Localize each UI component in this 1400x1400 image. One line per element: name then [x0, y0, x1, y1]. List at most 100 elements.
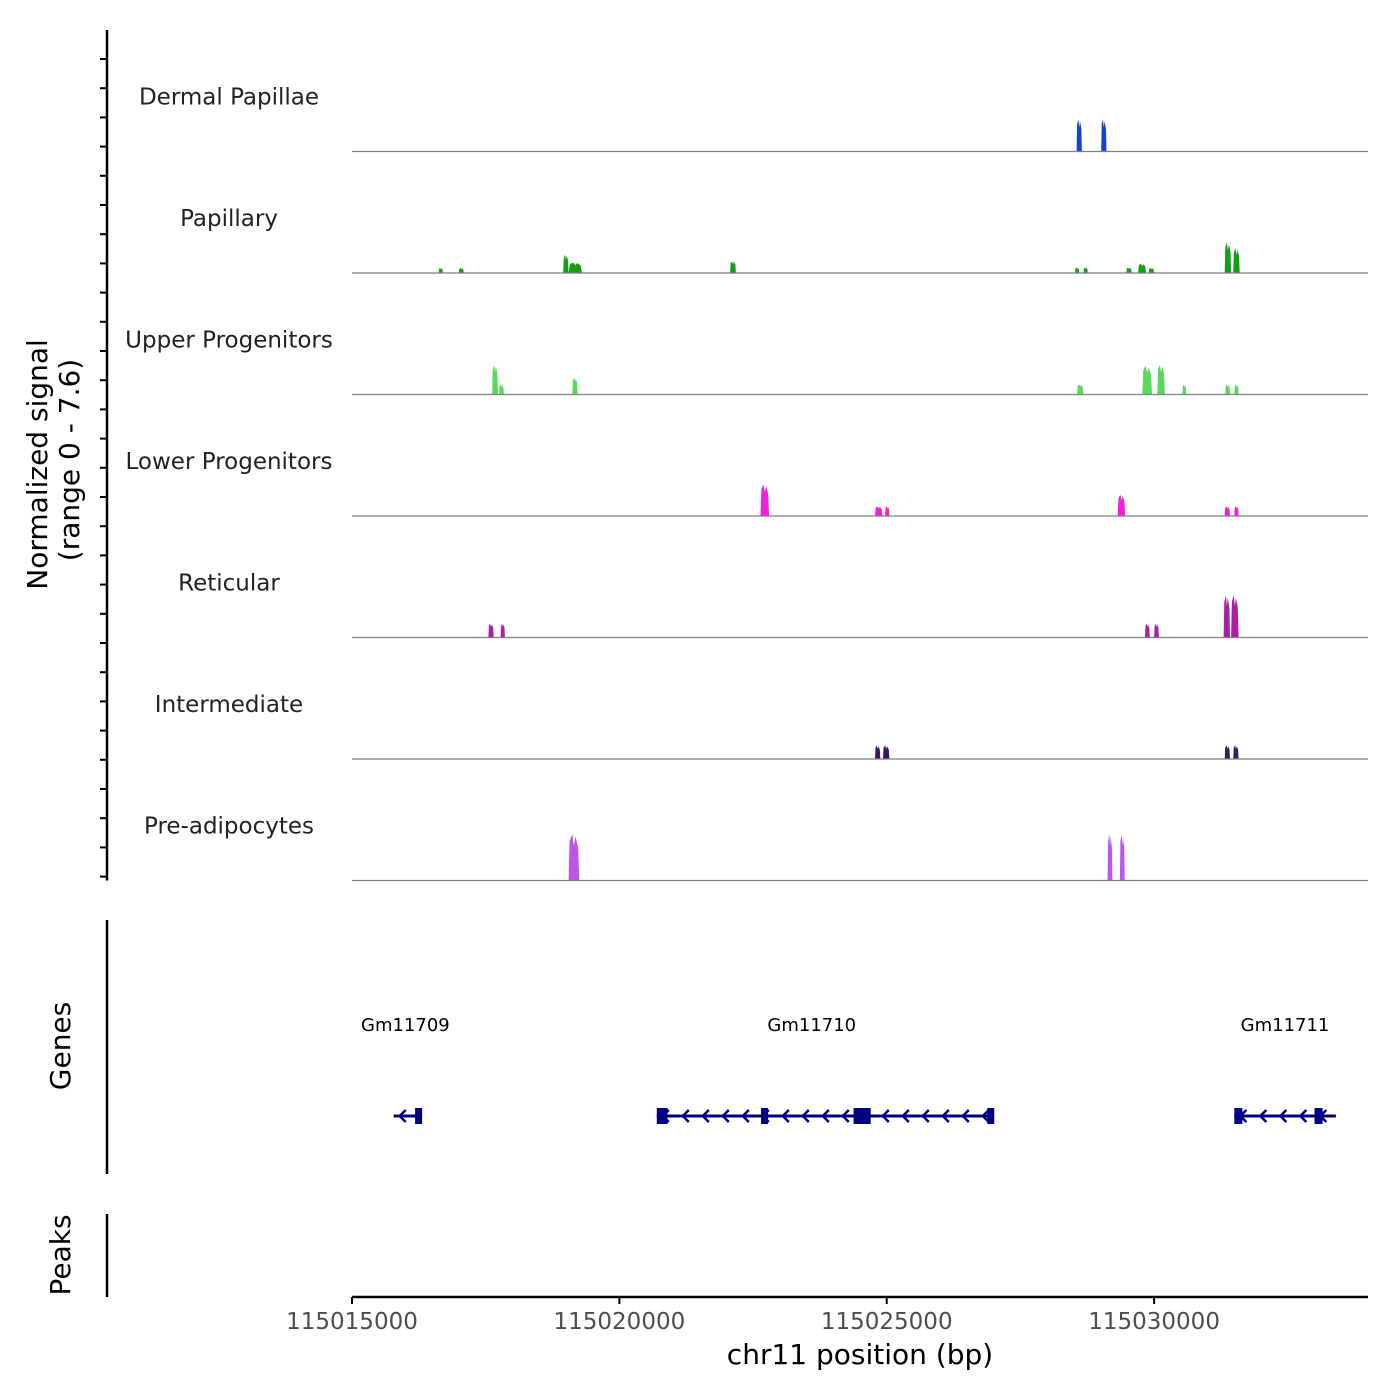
x-axis-title: chr11 position (bp): [727, 1338, 993, 1371]
coverage-peak: [500, 623, 505, 638]
coverage-track: Intermediate: [155, 692, 1368, 760]
strand-arrow: [821, 1109, 830, 1123]
strand-arrow: [1258, 1109, 1268, 1123]
coverage-peak: [1231, 595, 1239, 638]
gene-label: Gm11709: [361, 1015, 450, 1036]
coverage-peak: [875, 745, 881, 759]
coverage-track: Papillary: [180, 206, 1368, 274]
coverage-peak: [492, 365, 498, 395]
x-tick-label: 115025000: [821, 1309, 953, 1335]
strand-arrow: [701, 1109, 710, 1123]
strand-arrow: [961, 1109, 970, 1123]
coverage-peak: [1224, 745, 1230, 759]
x-tick-label: 115015000: [286, 1309, 418, 1335]
track-label: Pre-adipocytes: [144, 814, 314, 840]
coverage-y-title-line2: (range 0 - 7.6): [53, 359, 86, 561]
gene-annotations: Gm11709 Gm11710 Gm11711: [361, 1015, 1336, 1124]
coverage-peak: [1233, 248, 1240, 273]
coverage-peak: [730, 261, 736, 273]
peaks-y-title: Peaks: [44, 1214, 77, 1295]
strand-arrow: [1298, 1109, 1308, 1123]
strand-arrow: [921, 1109, 930, 1123]
gene-label: Gm11710: [767, 1015, 856, 1036]
coverage-y-axis: [100, 30, 109, 881]
gene-exon: [656, 1108, 668, 1124]
gene-exon: [761, 1108, 769, 1124]
coverage-track: Reticular: [178, 571, 1368, 639]
coverage-peak: [488, 623, 494, 638]
coverage-peak: [1224, 506, 1230, 516]
strand-arrow: [741, 1109, 750, 1123]
strand-arrow: [881, 1109, 890, 1123]
coverage-peak: [438, 267, 443, 273]
coverage-peak: [883, 745, 890, 759]
coverage-peak: [563, 254, 569, 273]
strand-arrow: [941, 1109, 950, 1123]
gene-label: Gm11711: [1241, 1015, 1330, 1036]
coverage-tracks: Dermal Papillae Papillary Upper Progenitor…: [125, 85, 1368, 882]
track-label: Papillary: [180, 206, 278, 232]
x-tick-label: 115020000: [554, 1309, 686, 1335]
track-label: Dermal Papillae: [139, 85, 319, 111]
coverage-peak: [572, 377, 578, 395]
strand-arrow: [981, 1109, 990, 1123]
coverage-peak: [885, 506, 890, 516]
coverage-y-title-line1: Normalized signal: [21, 339, 54, 590]
gene-exon: [1314, 1108, 1323, 1124]
coverage-peak: [1145, 623, 1150, 638]
gene-model: Gm11710: [656, 1015, 995, 1124]
strand-arrow: [781, 1109, 790, 1123]
track-label: Lower Progenitors: [126, 449, 333, 475]
x-axis: 115015000 115020000 115025000 115030000: [286, 1295, 1368, 1335]
coverage-peak: [1077, 384, 1084, 395]
coverage-peak: [1142, 365, 1152, 395]
coverage-track: Dermal Papillae: [139, 85, 1368, 153]
coverage-peak: [1126, 267, 1132, 273]
coverage-peak: [1224, 242, 1232, 273]
strand-arrow: [901, 1109, 910, 1123]
coverage-peak: [568, 262, 582, 273]
strand-arrow: [801, 1109, 810, 1123]
coverage-peak: [458, 267, 464, 273]
coverage-peak: [1083, 267, 1088, 273]
coverage-peak: [1117, 494, 1126, 516]
gene-exon: [987, 1108, 995, 1124]
strand-arrow: [681, 1109, 690, 1123]
coverage-peak: [1076, 119, 1082, 152]
gene-exon: [1234, 1108, 1243, 1124]
strand-arrow: [397, 1109, 407, 1123]
coverage-peak: [760, 484, 770, 516]
coverage-track: Upper Progenitors: [125, 328, 1368, 396]
track-label: Upper Progenitors: [125, 328, 333, 354]
coverage-peak: [499, 384, 504, 395]
coverage-peak: [875, 506, 883, 516]
coverage-track: Lower Progenitors: [126, 449, 1368, 517]
strand-arrow: [1278, 1109, 1288, 1123]
coverage-peak: [1119, 834, 1125, 881]
track-label: Reticular: [178, 571, 280, 597]
strand-arrow: [841, 1109, 850, 1123]
gene-model: Gm11711: [1234, 1015, 1336, 1124]
gene-model: Gm11709: [361, 1015, 450, 1124]
genes-y-title: Genes: [44, 1002, 77, 1090]
coverage-peak: [1225, 384, 1230, 395]
coverage-peak: [1107, 834, 1113, 881]
x-tick-label: 115030000: [1088, 1309, 1220, 1335]
coverage-peak: [1182, 384, 1187, 395]
coverage-peak: [1157, 365, 1165, 395]
coverage-peak: [1138, 263, 1147, 273]
gene-exon: [415, 1108, 423, 1124]
coverage-peak: [1223, 595, 1230, 638]
coverage-y-title: Normalized signal (range 0 - 7.6): [21, 330, 86, 589]
coverage-peak: [1154, 623, 1159, 638]
strand-arrow: [721, 1109, 730, 1123]
coverage-peak: [1148, 267, 1155, 273]
coverage-peak: [1234, 506, 1239, 516]
coverage-track: Pre-adipocytes: [144, 814, 1368, 882]
gene-exon: [853, 1108, 871, 1124]
coverage-peak: [1075, 267, 1080, 273]
coverage-peak: [568, 834, 580, 881]
track-label: Intermediate: [155, 692, 303, 718]
coverage-peak: [1234, 384, 1239, 395]
